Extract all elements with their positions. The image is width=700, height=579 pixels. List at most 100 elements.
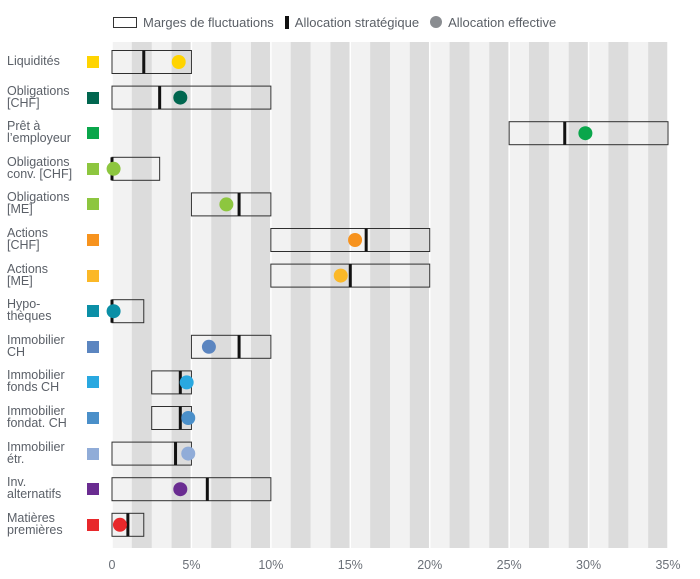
grid-band bbox=[151, 42, 172, 548]
row-labels: Liquidités Obligations [CHF] Prêt à l’empl… bbox=[0, 0, 110, 579]
grid-band bbox=[112, 42, 133, 548]
legend-item-strategic: Allocation stratégique bbox=[284, 14, 420, 30]
row-label: Immobilier fonds CH bbox=[7, 368, 65, 395]
grid-band bbox=[131, 42, 153, 548]
x-tick-label: 0 bbox=[109, 558, 116, 572]
row-color-swatch bbox=[87, 234, 99, 246]
legend-item-effective: Allocation effective bbox=[430, 15, 556, 30]
grid-band bbox=[529, 42, 550, 548]
row-color-swatch bbox=[87, 91, 99, 104]
row-color-swatch bbox=[87, 483, 99, 496]
row-label: Immobilier étr. bbox=[7, 439, 65, 466]
grid-band bbox=[449, 42, 470, 548]
grid-band bbox=[509, 42, 530, 548]
strategic-marker bbox=[348, 264, 352, 288]
grid-band bbox=[251, 42, 272, 548]
range-box bbox=[111, 50, 192, 74]
grid-band bbox=[350, 42, 371, 548]
grid-band bbox=[489, 42, 510, 548]
row-color-swatch bbox=[87, 447, 99, 460]
row-color-swatch bbox=[87, 269, 99, 282]
grid-band bbox=[191, 42, 212, 548]
range-box bbox=[190, 334, 272, 359]
chart-legend: Marges de fluctuations Allocation straté… bbox=[113, 13, 567, 31]
grid-band bbox=[568, 42, 589, 548]
effective-dot bbox=[112, 517, 127, 532]
row-label: Hypo- thèques bbox=[7, 297, 52, 324]
legend-item-range: Marges de fluctuations bbox=[113, 15, 274, 30]
grid-band bbox=[310, 42, 331, 548]
effective-dot bbox=[181, 446, 196, 461]
grid-band bbox=[171, 42, 192, 548]
grid-band bbox=[628, 42, 649, 548]
row-label: Immobilier fondat. CH bbox=[7, 404, 67, 430]
row-label: Immobilier CH bbox=[7, 332, 65, 359]
row-label: Actions [ME] bbox=[7, 261, 48, 288]
row-color-swatch bbox=[87, 56, 99, 68]
legend-range-label: Marges de fluctuations bbox=[143, 14, 274, 30]
grid-band bbox=[469, 42, 490, 548]
row-label: Obligations [CHF] bbox=[7, 83, 70, 110]
legend-effective-swatch bbox=[430, 16, 443, 28]
effective-dot bbox=[578, 126, 593, 141]
strategic-marker bbox=[142, 50, 146, 74]
effective-dot bbox=[181, 411, 196, 425]
grid-band bbox=[330, 42, 351, 548]
row-color-swatch bbox=[87, 376, 99, 389]
strategic-marker bbox=[563, 121, 567, 145]
grid-band bbox=[409, 42, 431, 548]
strategic-marker bbox=[174, 442, 178, 466]
x-tick-label: 20% bbox=[417, 558, 442, 572]
row-label: Liquidités bbox=[7, 54, 60, 68]
strategic-marker bbox=[237, 192, 241, 216]
effective-dot bbox=[179, 375, 194, 390]
row-color-swatch bbox=[87, 518, 99, 531]
strategic-marker bbox=[205, 477, 209, 501]
row-color-swatch bbox=[87, 340, 99, 353]
effective-dot bbox=[173, 90, 188, 105]
strategic-marker bbox=[178, 406, 182, 430]
effective-dot bbox=[106, 304, 121, 319]
effective-dot bbox=[219, 197, 234, 212]
range-box bbox=[270, 228, 431, 252]
grid-band bbox=[270, 42, 292, 548]
effective-dot bbox=[201, 339, 216, 354]
range-box bbox=[111, 85, 272, 110]
legend-strategic-label: Allocation stratégique bbox=[294, 14, 420, 30]
range-box bbox=[508, 121, 669, 146]
row-label: Obligations [ME] bbox=[7, 190, 70, 217]
row-label: Actions [CHF] bbox=[7, 226, 48, 252]
grid-band bbox=[370, 42, 391, 548]
strategic-marker bbox=[126, 513, 130, 537]
x-tick-label: 10% bbox=[258, 558, 283, 572]
row-color-swatch bbox=[87, 127, 99, 140]
range-box bbox=[111, 477, 272, 502]
row-color-swatch bbox=[87, 412, 99, 424]
grid-band bbox=[648, 42, 669, 548]
effective-dot bbox=[173, 482, 188, 497]
grid-band bbox=[429, 42, 450, 548]
strategic-marker bbox=[158, 86, 162, 110]
effective-dot bbox=[106, 161, 121, 176]
grid-band bbox=[608, 42, 629, 548]
grid-band bbox=[548, 42, 570, 548]
strategic-marker bbox=[364, 228, 368, 252]
grid-band bbox=[211, 42, 232, 548]
strategic-marker bbox=[237, 335, 241, 359]
legend-strategic-swatch bbox=[284, 15, 289, 29]
row-color-swatch bbox=[87, 305, 99, 318]
range-box bbox=[190, 192, 272, 217]
x-tick-label: 35% bbox=[655, 558, 680, 572]
row-label: Inv. alternatifs bbox=[7, 475, 62, 502]
effective-dot bbox=[348, 233, 363, 247]
row-label: Prêt à l’employeur bbox=[7, 119, 71, 146]
x-tick-label: 15% bbox=[338, 558, 363, 572]
row-label: Obligations conv. [CHF] bbox=[7, 154, 73, 181]
row-color-swatch bbox=[87, 198, 99, 211]
effective-dot bbox=[171, 55, 186, 69]
grid-band bbox=[231, 42, 252, 548]
legend-range-swatch bbox=[113, 16, 137, 28]
grid-band bbox=[290, 42, 311, 548]
x-tick-label: 5% bbox=[182, 558, 200, 572]
